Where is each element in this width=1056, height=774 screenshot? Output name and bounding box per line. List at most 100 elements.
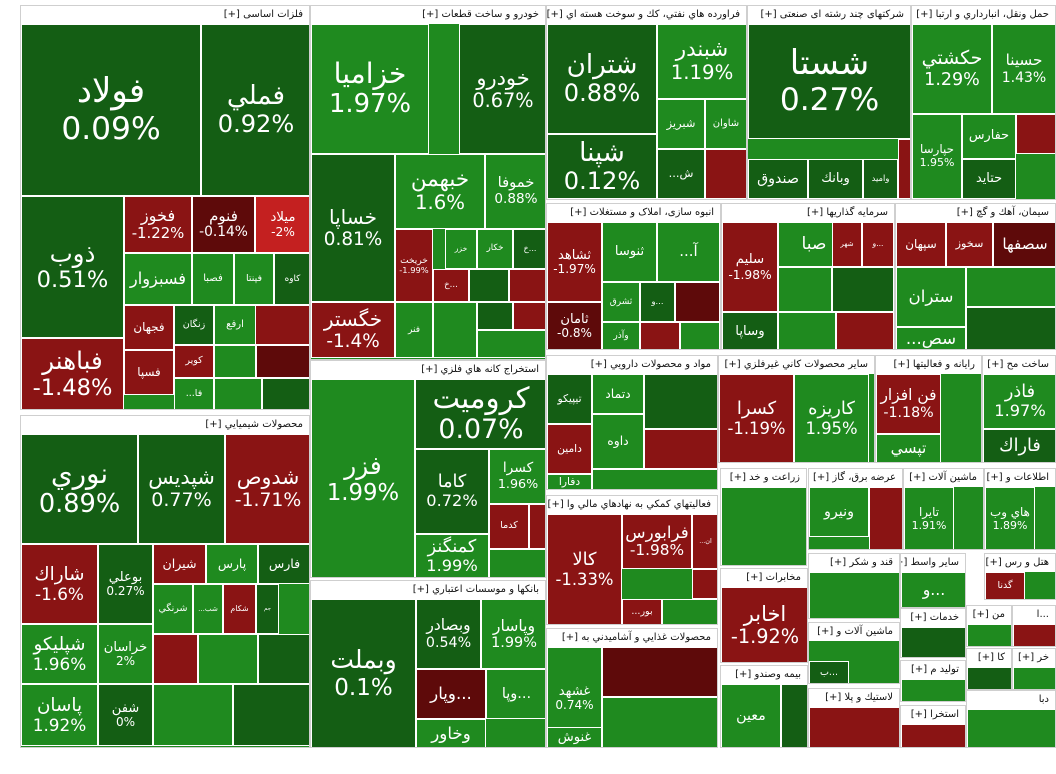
- stock-tile[interactable]: فا...: [174, 378, 214, 409]
- stock-tile[interactable]: بور...: [622, 599, 662, 624]
- filler-tile[interactable]: [592, 469, 717, 489]
- stock-tile[interactable]: ذوب 0.51%: [21, 196, 124, 338]
- sector-title[interactable]: دبا: [967, 691, 1055, 709]
- stock-tile[interactable]: غنوش: [547, 727, 602, 747]
- stock-tile[interactable]: فارس: [258, 544, 309, 584]
- stock-tile[interactable]: شاراك -1.6%: [21, 544, 98, 624]
- filler-tile[interactable]: [967, 709, 1055, 747]
- stock-tile[interactable]: شاوان: [705, 99, 746, 149]
- sector-title[interactable]: استخرا [+]: [901, 706, 965, 724]
- sector-title[interactable]: ساير واسط [+]: [901, 554, 965, 572]
- stock-tile[interactable]: كروميت 0.07%: [415, 379, 545, 449]
- stock-tile[interactable]: فپنتا: [234, 253, 274, 305]
- filler-tile[interactable]: [778, 312, 836, 349]
- stock-tile[interactable]: جم: [256, 584, 279, 634]
- sector-title[interactable]: محصولات غذايي و آشاميدني به [+]: [547, 629, 717, 647]
- stock-tile[interactable]: فنوم -0.14%: [192, 196, 255, 253]
- sector-title[interactable]: شرکتهای چند رشته ای صنعتی [+]: [748, 6, 910, 24]
- sector-title[interactable]: عرضه برق، گاز [+]: [809, 469, 902, 487]
- filler-tile[interactable]: [262, 378, 309, 409]
- stock-tile[interactable]: زنگان: [174, 305, 214, 345]
- stock-tile[interactable]: فاراك: [983, 429, 1055, 462]
- filler-tile[interactable]: [233, 684, 309, 746]
- stock-tile[interactable]: فباهنر -1.48%: [21, 338, 124, 409]
- stock-tile[interactable]: خريخت -1.99%: [395, 229, 433, 302]
- sector-title[interactable]: اطلاعات و [+]: [985, 469, 1055, 487]
- stock-tile[interactable]: وپاسار 1.99%: [481, 599, 545, 669]
- sector-title[interactable]: ماشين آلات و [+]: [809, 623, 899, 641]
- filler-tile[interactable]: [214, 378, 262, 409]
- filler-tile[interactable]: [1013, 624, 1055, 646]
- stock-tile[interactable]: اخابر -1.92%: [721, 587, 807, 662]
- filler-tile[interactable]: [256, 345, 309, 378]
- stock-tile[interactable]: کسرا 1.96%: [489, 449, 545, 504]
- stock-tile[interactable]: خكار: [477, 229, 513, 269]
- stock-tile[interactable]: شبريز: [657, 99, 705, 149]
- stock-tile[interactable]: ...و: [862, 222, 894, 267]
- stock-tile[interactable]: کاوه: [274, 253, 309, 305]
- stock-tile[interactable]: حفارس: [962, 114, 1016, 159]
- stock-tile[interactable]: فولاد 0.09%: [21, 24, 201, 196]
- sector-title[interactable]: سرمايه گذاريها [+]: [722, 204, 894, 222]
- stock-tile[interactable]: شپليكو 1.96%: [21, 624, 98, 684]
- stock-tile[interactable]: ثامان -0.8%: [547, 302, 602, 349]
- filler-tile[interactable]: [477, 302, 513, 330]
- filler-tile[interactable]: [675, 282, 720, 322]
- stock-tile[interactable]: [898, 139, 910, 199]
- filler-tile[interactable]: [901, 679, 965, 701]
- stock-tile[interactable]: دامين: [547, 424, 592, 474]
- stock-tile[interactable]: شيران: [153, 544, 206, 584]
- stock-tile[interactable]: خگستر -1.4%: [311, 302, 395, 358]
- stock-tile[interactable]: حسينا 1.43%: [992, 24, 1055, 114]
- filler-tile[interactable]: [778, 267, 832, 312]
- stock-tile[interactable]: ...و: [640, 282, 675, 322]
- stock-tile[interactable]: ارفع: [214, 305, 256, 345]
- filler-tile[interactable]: [781, 684, 807, 747]
- filler-tile[interactable]: [901, 627, 965, 657]
- filler-tile[interactable]: [602, 647, 717, 697]
- stock-tile[interactable]: ش...: [657, 149, 705, 199]
- stock-tile[interactable]: کوير: [174, 345, 214, 378]
- sector-title[interactable]: لاستيك و پلا [+]: [809, 689, 899, 707]
- filler-tile[interactable]: [644, 374, 717, 429]
- stock-tile[interactable]: ثشاهد -1.97%: [547, 222, 602, 302]
- stock-tile[interactable]: [705, 149, 746, 199]
- sector-title[interactable]: ساخت مح [+]: [983, 356, 1055, 374]
- stock-tile[interactable]: ثشرق: [602, 282, 640, 322]
- sector-title[interactable]: بيمه وصندو [+]: [721, 666, 807, 684]
- stock-tile[interactable]: ستران: [896, 267, 966, 327]
- filler-tile[interactable]: [869, 487, 902, 549]
- stock-tile[interactable]: شدوص -1.71%: [225, 434, 309, 544]
- stock-tile[interactable]: وساپا: [722, 312, 778, 349]
- filler-tile[interactable]: [721, 487, 806, 565]
- sector-title[interactable]: فلزات اساسی [+]: [21, 6, 309, 24]
- sector-title[interactable]: مواد و محصولات دارويي [+]: [547, 356, 717, 374]
- stock-tile[interactable]: شهر: [832, 222, 862, 267]
- stock-tile[interactable]: شبندر 1.19%: [657, 24, 746, 99]
- stock-tile[interactable]: شكام: [223, 584, 256, 634]
- filler-tile[interactable]: [901, 724, 965, 747]
- stock-tile[interactable]: سليم -1.98%: [722, 222, 778, 312]
- stock-tile[interactable]: فن افزار -1.18%: [876, 374, 941, 434]
- filler-tile[interactable]: [967, 624, 1011, 646]
- stock-tile[interactable]: خراسان 2%: [98, 624, 153, 684]
- stock-tile[interactable]: شتران 0.88%: [547, 24, 657, 134]
- stock-tile[interactable]: خبهمن 1.6%: [395, 154, 485, 229]
- sector-title[interactable]: فعاليتهاي كمكي به نهادهاي مالي وا [+]: [547, 496, 717, 514]
- sector-title[interactable]: قند و شكر [+]: [809, 554, 899, 572]
- sector-title[interactable]: حمل ونقل، انبارداري و ارتبا [+]: [912, 6, 1055, 24]
- filler-tile[interactable]: [966, 267, 1055, 307]
- filler-tile[interactable]: [832, 267, 894, 312]
- sector-title[interactable]: زراعت و خد [+]: [721, 469, 806, 487]
- stock-tile[interactable]: پاسان 1.92%: [21, 684, 98, 746]
- stock-tile[interactable]: ...وپا: [486, 669, 545, 719]
- filler-tile[interactable]: [529, 504, 545, 549]
- filler-tile[interactable]: [836, 312, 894, 349]
- stock-tile[interactable]: سخوز: [946, 222, 993, 267]
- stock-tile[interactable]: وبصادر 0.54%: [416, 599, 481, 669]
- filler-tile[interactable]: [198, 634, 258, 684]
- filler-tile[interactable]: [680, 322, 720, 349]
- stock-tile[interactable]: فخوز -1.22%: [124, 196, 192, 253]
- stock-tile[interactable]: وبملت 0.1%: [311, 599, 416, 747]
- stock-tile[interactable]: ثنوسا: [602, 222, 657, 282]
